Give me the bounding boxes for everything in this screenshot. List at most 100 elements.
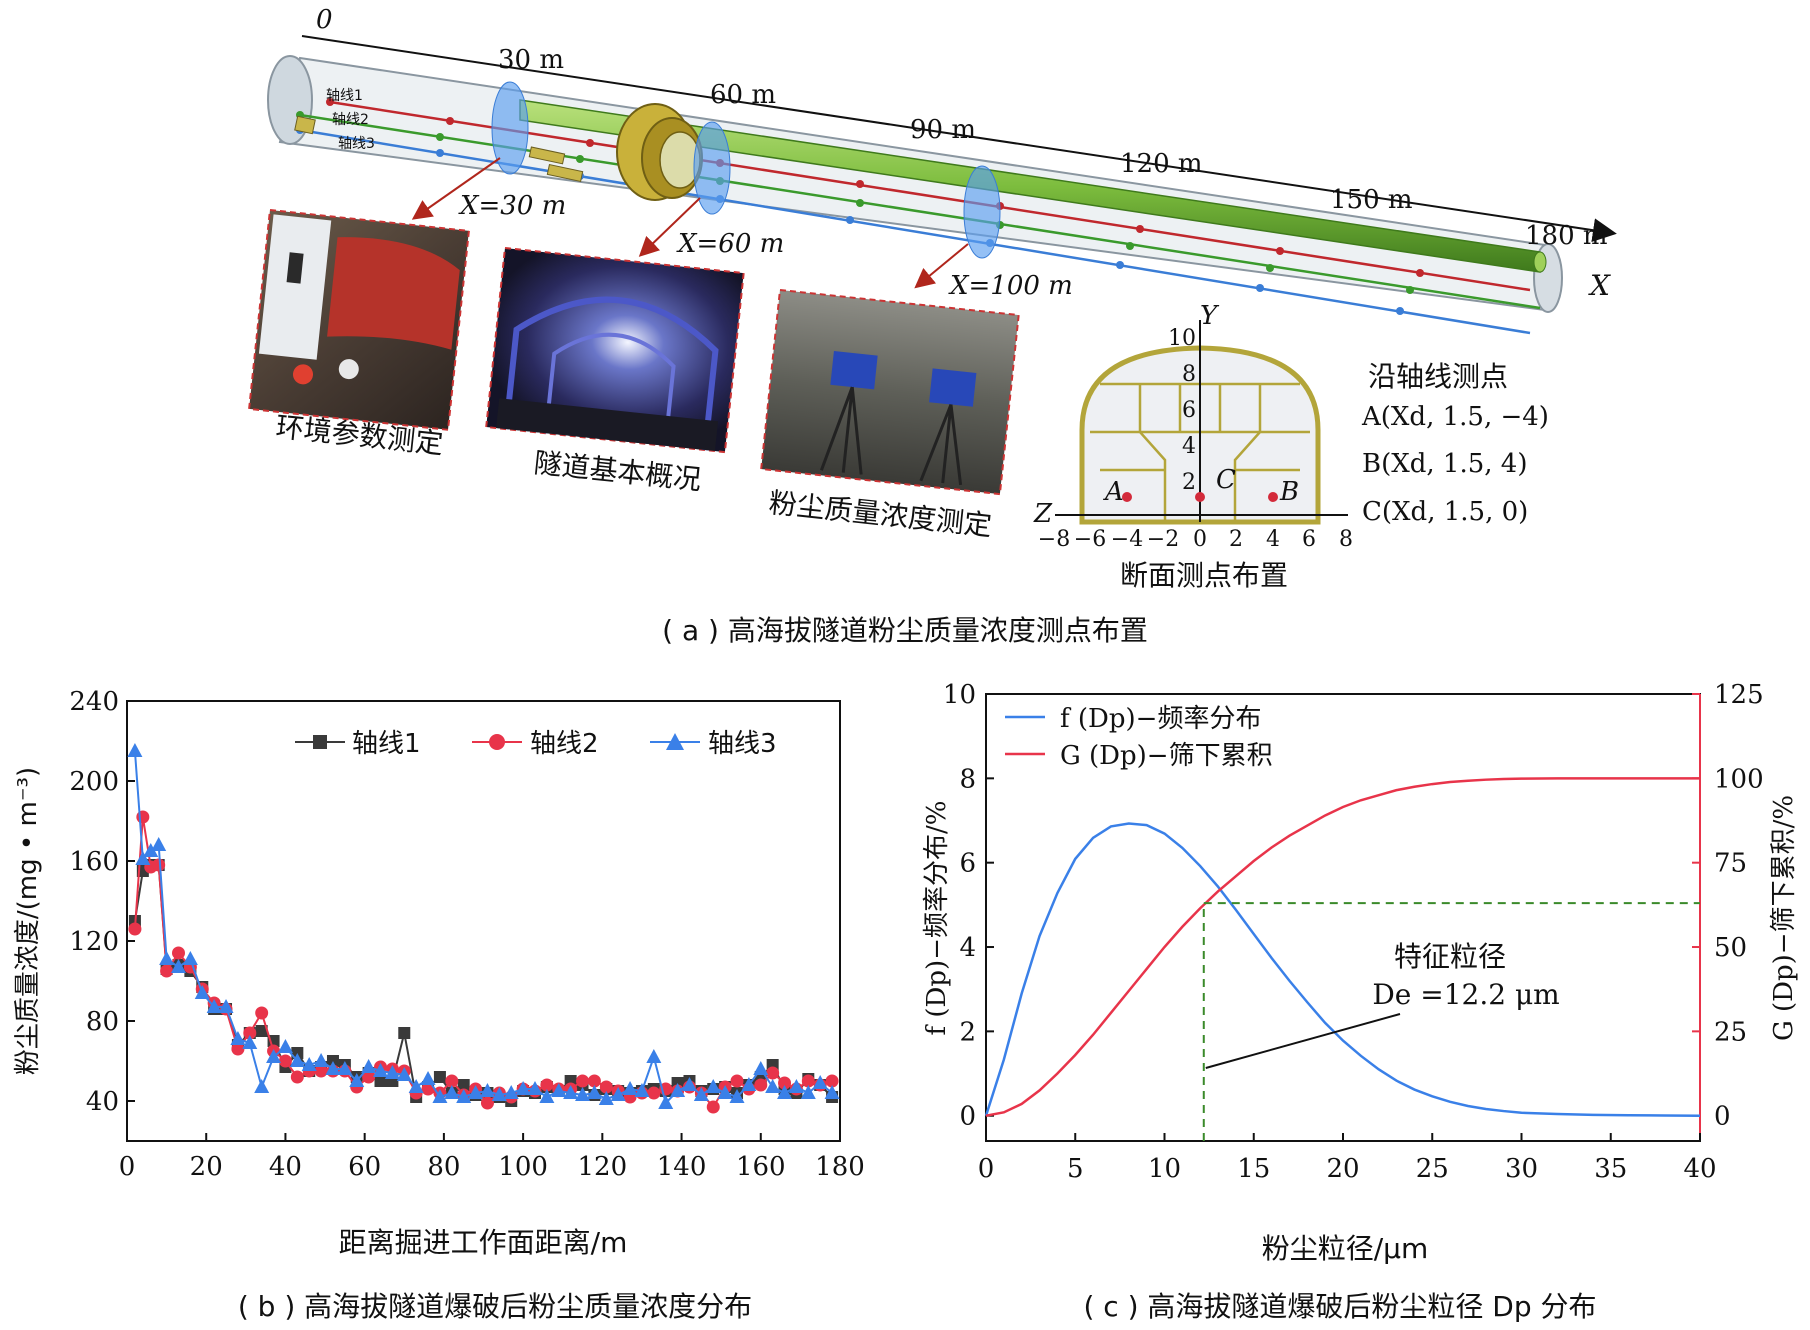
chart-b-frame <box>126 700 841 1142</box>
photo-caption-dust: 粉尘质量浓度测定 <box>767 486 993 542</box>
data-point-triangle <box>432 1089 448 1103</box>
distance-label-30: 30 m <box>498 45 564 75</box>
data-point-triangle <box>218 999 234 1013</box>
chart-b-ylabel: 粉尘质量浓度/(mg • m⁻³) <box>13 767 43 1075</box>
y2-tick-label: 125 <box>1714 680 1764 710</box>
photo-dust-measurement <box>760 288 1020 496</box>
data-point-triangle <box>824 1085 840 1099</box>
x-tick-label: 10 <box>1148 1154 1181 1184</box>
data-point-triangle <box>670 1083 686 1097</box>
data-point-circle <box>152 858 166 872</box>
y2-tick-label: 75 <box>1714 849 1747 879</box>
distance-label-120: 120 m <box>1120 149 1203 179</box>
photo-tunnel-overview <box>485 246 745 454</box>
annotation-title: 特征粒径 <box>1394 940 1506 973</box>
chart-b-xlabel: 距离掘进工作面距离/m <box>339 1226 628 1259</box>
data-point-square <box>398 1027 411 1039</box>
y2-tick-label: 50 <box>1714 933 1747 963</box>
legend-b-series-2: 轴线2 <box>530 729 599 759</box>
chart-b-series <box>127 743 840 1114</box>
data-point-circle <box>314 1064 328 1078</box>
x-tick-label: 20 <box>190 1152 223 1182</box>
x-tick-label: 100 <box>498 1152 548 1182</box>
data-point-triangle <box>812 1075 828 1089</box>
x-tick-label: 160 <box>736 1152 786 1182</box>
legend-b-series-3: 轴线3 <box>708 729 777 759</box>
x-tick-label: 40 <box>269 1152 302 1182</box>
data-point-triangle <box>325 1061 341 1075</box>
distance-label-150: 150 m <box>1330 185 1413 215</box>
cross-section-z-tick: −4 <box>1111 527 1143 552</box>
x-tick-label: 30 <box>1505 1154 1538 1184</box>
data-point-triangle <box>230 1031 246 1045</box>
data-point-triangle <box>705 1079 721 1093</box>
data-point-circle <box>243 1026 257 1040</box>
data-point-circle <box>576 1074 590 1088</box>
data-point-triangle <box>527 1081 543 1095</box>
data-point-triangle <box>170 959 186 973</box>
series-line-1 <box>133 864 833 1103</box>
data-point-triangle <box>151 837 167 851</box>
data-point-circle <box>421 1082 435 1096</box>
data-point-triangle <box>503 1085 519 1099</box>
data-point-triangle <box>575 1087 591 1101</box>
cross-section-z-tick: 6 <box>1302 527 1316 552</box>
y-tick-label: 40 <box>86 1087 119 1117</box>
data-point-triangle <box>313 1053 329 1067</box>
y-tick-label: 160 <box>69 847 119 877</box>
y-tick-label: 8 <box>959 764 976 794</box>
panel-a: 0 30 m 60 m 90 m 120 m 150 m 180 m X <box>247 5 1617 647</box>
data-point-square <box>255 1025 268 1037</box>
data-point-triangle <box>396 1067 412 1081</box>
chart-c-legend: f (Dp)−频率分布 G (Dp)−筛下累积 <box>1005 704 1273 771</box>
data-point-square <box>457 1079 470 1091</box>
data-point-triangle <box>289 1053 305 1067</box>
chart-c-xlabel: 粉尘粒径/μm <box>1262 1232 1429 1265</box>
cross-section-diagram: A B C Y Z 2 4 6 8 10 −8 −6 −4 −2 0 2 4 6… <box>1033 301 1353 592</box>
panel-b: 0 20 40 60 80 100 120 140 160 180 40 80 120 160 200 240… <box>13 687 865 1323</box>
data-point-triangle <box>788 1079 804 1093</box>
legend-c-series-2: G (Dp)−筛下累积 <box>1060 741 1273 771</box>
cross-section-y-tick: 6 <box>1182 398 1196 423</box>
data-point-triangle <box>159 951 175 965</box>
distance-axis: 0 30 m 60 m 90 m 120 m 150 m 180 m X <box>301 5 1617 302</box>
x-tick-label: 25 <box>1416 1154 1449 1184</box>
chart-c-annotation: 特征粒径 De =12.2 μm <box>1202 902 1700 1141</box>
series-line-1 <box>984 822 1701 1117</box>
x-tick-label: 140 <box>657 1152 707 1182</box>
series-line-2 <box>985 777 1700 1117</box>
data-point-triangle <box>646 1049 662 1063</box>
cross-section-z-tick: 2 <box>1229 527 1243 552</box>
data-point-circle <box>362 1070 376 1084</box>
distance-label-180: 180 m <box>1525 221 1608 251</box>
y-tick-label: 80 <box>86 1007 119 1037</box>
x-tick-label: 20 <box>1326 1154 1359 1184</box>
data-point-circle <box>540 1078 554 1092</box>
data-point-circle <box>255 1006 269 1020</box>
chart-c-series <box>984 777 1701 1117</box>
cross-section-point-b: B <box>1279 477 1299 507</box>
caption-a: ( a ) 高海拔隧道粉尘质量浓度测点布置 <box>662 614 1148 647</box>
chart-c-y2label: G (Dp)−筛下累积/% <box>1769 795 1799 1041</box>
data-point-triangle <box>539 1089 555 1103</box>
cross-section-point-c: C <box>1216 465 1236 495</box>
data-point-triangle <box>420 1071 436 1085</box>
x-tick-label: 40 <box>1683 1154 1716 1184</box>
cross-section-title: 断面测点布置 <box>1120 559 1288 592</box>
x-tick-label: 80 <box>427 1152 460 1182</box>
x-axis-label: X <box>1588 269 1611 302</box>
data-point-circle <box>730 1074 744 1088</box>
data-point-circle <box>825 1074 839 1088</box>
data-point-circle <box>231 1042 245 1056</box>
data-point-triangle <box>717 1085 733 1099</box>
cross-section-z-tick: −8 <box>1038 527 1070 552</box>
data-point-triangle <box>456 1089 472 1103</box>
data-point-triangle <box>634 1083 650 1097</box>
x-tick-label: 60 <box>348 1152 381 1182</box>
data-point-triangle <box>384 1065 400 1079</box>
data-point-triangle <box>693 1087 709 1101</box>
data-point-triangle <box>337 1061 353 1075</box>
photo-environment <box>247 208 471 431</box>
